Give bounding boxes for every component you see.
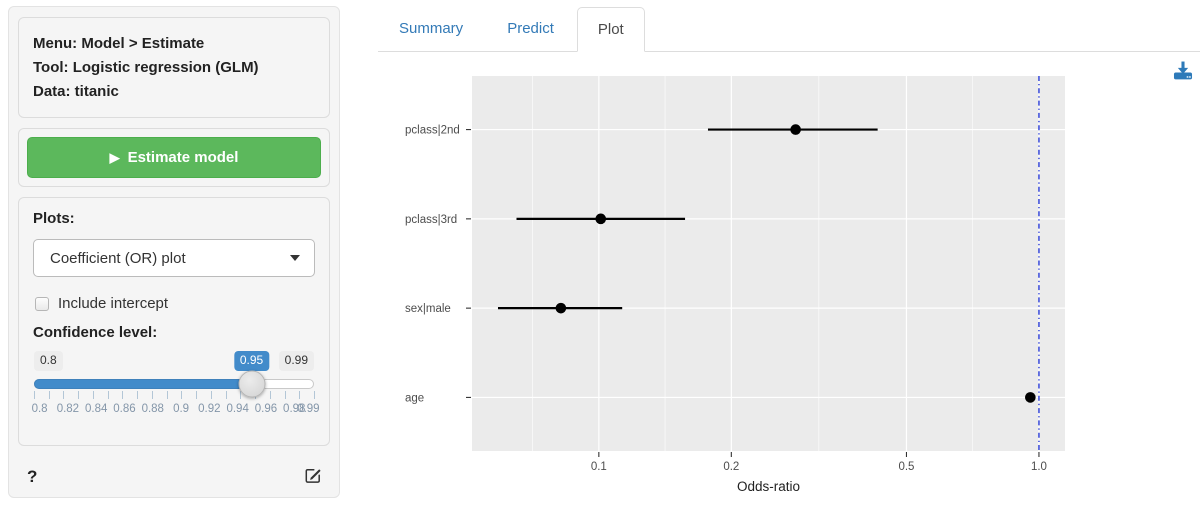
include-intercept-row: Include intercept xyxy=(35,295,315,312)
x-axis-title: Odds-ratio xyxy=(737,479,800,494)
x-tick-label: 0.1 xyxy=(591,461,607,473)
model-info-panel: Menu: Model > Estimate Tool: Logistic re… xyxy=(18,17,330,118)
slider-scale-label: 0.8 xyxy=(31,403,48,415)
tab-predict[interactable]: Predict xyxy=(486,6,575,51)
dataset-label: Data: titanic xyxy=(33,83,119,100)
estimate-panel: ▶ Estimate model xyxy=(18,128,330,187)
plot-type-select[interactable]: Coefficient (OR) plot xyxy=(33,239,315,277)
slider-scale-label: 0.94 xyxy=(226,403,249,415)
slider-handle[interactable] xyxy=(238,370,266,398)
x-tick-label: 1.0 xyxy=(1031,461,1047,473)
slider-max-badge: 0.99 xyxy=(278,351,314,371)
slider-scale-label: 0.99 xyxy=(297,403,320,415)
y-axis-label-pclass-3rd: pclass|3rd xyxy=(405,214,457,226)
tab-summary-link[interactable]: Summary xyxy=(399,19,464,37)
plot-type-value: Coefficient (OR) plot xyxy=(50,249,186,267)
plots-label: Plots: xyxy=(33,210,75,227)
slider-scale-label: 0.96 xyxy=(254,403,278,415)
tab-plot[interactable]: Plot xyxy=(576,6,645,52)
download-plot-icon[interactable] xyxy=(1172,60,1196,84)
y-axis-label-age: age xyxy=(405,392,424,404)
play-icon: ▶ xyxy=(109,150,120,165)
menu-breadcrumb: Menu: Model > Estimate xyxy=(33,35,205,52)
point-pclass-2nd xyxy=(790,124,801,135)
x-tick-label: 0.2 xyxy=(723,461,739,473)
confidence-level-label: Confidence level: xyxy=(33,324,158,341)
result-tabbar: Summary Predict Plot xyxy=(378,6,1200,52)
point-age xyxy=(1025,392,1036,403)
slider-scale-label: 0.88 xyxy=(141,403,164,415)
estimate-model-button[interactable]: ▶ Estimate model xyxy=(27,137,321,178)
caret-down-icon xyxy=(290,255,300,261)
slider-scale-label: 0.82 xyxy=(56,403,80,415)
plot-tabs: Summary Predict Plot xyxy=(378,6,1200,52)
slider-scale-label: 0.98 xyxy=(283,403,306,415)
tab-summary[interactable]: Summary xyxy=(378,6,484,51)
slider-min-badge: 0.8 xyxy=(34,351,63,371)
sidebar-footer: ? xyxy=(27,465,323,489)
confidence-slider: 0.8 0.95 0.99 0.8 0.82 0.84 0.86 0.88 0.9 0.92… xyxy=(31,351,320,435)
help-icon[interactable]: ? xyxy=(27,467,38,486)
x-tick-label: 0.5 xyxy=(898,461,914,473)
slider-scale-label: 0.84 xyxy=(84,403,108,415)
estimate-model-label: Estimate model xyxy=(127,149,239,166)
include-intercept-label: Include intercept xyxy=(58,295,169,312)
edit-report-icon[interactable] xyxy=(303,465,323,490)
plot-area: pclass|2nd pclass|3rd sex|male age 0.1 0.2 0.5… xyxy=(370,55,1200,504)
tool-label: Tool: Logistic regression (GLM) xyxy=(33,59,259,76)
slider-fill xyxy=(34,379,252,389)
y-axis-label-pclass-2nd: pclass|2nd xyxy=(405,125,460,137)
tab-predict-link[interactable]: Predict xyxy=(507,19,554,37)
slider-grid-labels: 0.8 0.82 0.84 0.86 0.88 0.9 0.92 0.94 0.96 0.98 0.… xyxy=(31,403,320,417)
point-sex-male xyxy=(555,302,567,314)
plot-panel xyxy=(472,76,1065,451)
plot-options-panel: Plots: Coefficient (OR) plot Include int… xyxy=(18,197,330,446)
y-axis-label-sex-male: sex|male xyxy=(405,303,451,315)
slider-scale-label: 0.92 xyxy=(198,403,221,415)
slider-scale-label: 0.9 xyxy=(173,403,190,415)
include-intercept-checkbox[interactable] xyxy=(35,296,49,311)
slider-grid-ticks xyxy=(34,391,315,400)
coefficient-or-plot: pclass|2nd pclass|3rd sex|male age 0.1 0.2 0.5… xyxy=(405,76,1065,494)
tab-plot-link[interactable]: Plot xyxy=(576,6,645,52)
slider-value-badge: 0.95 xyxy=(233,351,270,371)
slider-scale-label: 0.86 xyxy=(113,403,136,415)
sidebar: Menu: Model > Estimate Tool: Logistic re… xyxy=(8,6,340,498)
point-pclass-3rd xyxy=(595,213,607,225)
